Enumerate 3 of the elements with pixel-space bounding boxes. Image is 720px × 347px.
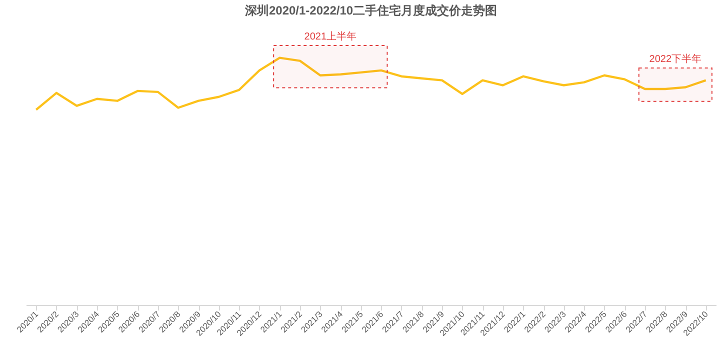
- band-label: 2021上半年: [304, 30, 357, 42]
- band-label: 2022下半年: [649, 52, 702, 65]
- chart-title: 深圳2020/1-2022/10二手住宅月度成交价走势图: [244, 3, 498, 18]
